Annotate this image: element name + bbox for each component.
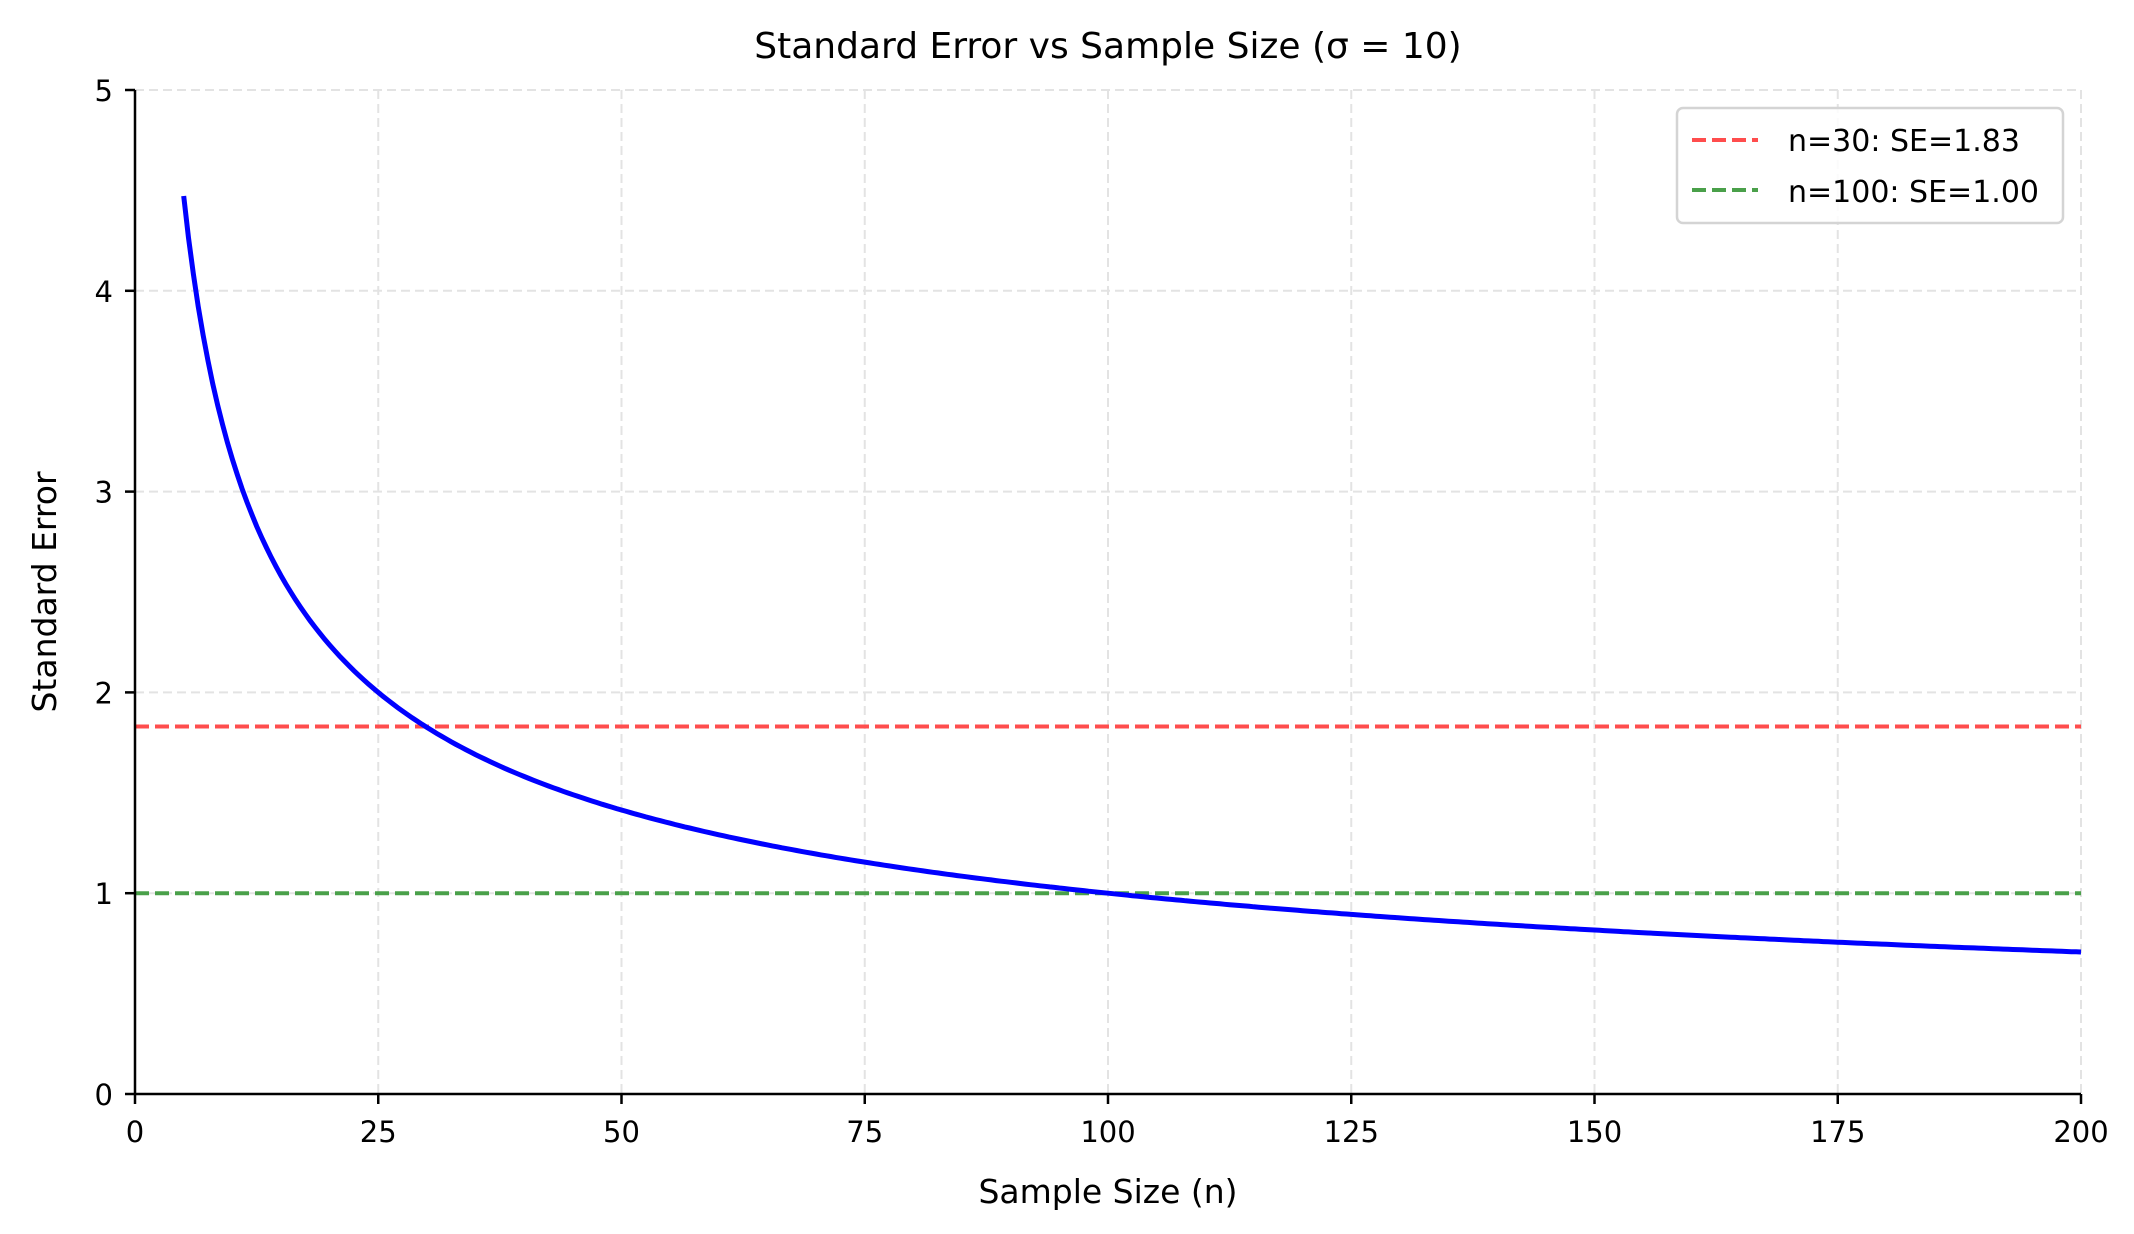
x-tick-label: 25	[360, 1115, 397, 1149]
x-tick-label: 0	[126, 1115, 144, 1149]
x-tick-label: 175	[1810, 1115, 1865, 1149]
y-tick-label: 3	[95, 476, 113, 510]
x-tick-label: 50	[603, 1115, 640, 1149]
x-tick-label: 75	[846, 1115, 883, 1149]
legend: n=30: SE=1.83 n=100: SE=1.00	[1675, 106, 2065, 225]
legend-label-n30: n=30: SE=1.83	[1788, 124, 2020, 159]
x-tick-label: 200	[2053, 1115, 2108, 1149]
x-tick-label: 100	[1080, 1115, 1135, 1149]
y-tick-label: 1	[95, 877, 113, 911]
y-tick-label: 5	[95, 74, 113, 108]
se-curve	[181, 195, 2082, 955]
y-axis-label: Standard Error	[25, 471, 64, 712]
x-axis-label: Sample Size (n)	[978, 1172, 1237, 1211]
ticks: 0 25 50 75 100 125 150 175 200 0 1 2 3 4 5	[95, 74, 2109, 1149]
grid	[134, 89, 2082, 1095]
legend-box	[1675, 106, 2065, 225]
y-tick-label: 2	[95, 676, 113, 710]
x-tick-label: 150	[1567, 1115, 1622, 1149]
chart-title: Standard Error vs Sample Size (σ = 10)	[754, 26, 1461, 67]
legend-label-n100: n=100: SE=1.00	[1788, 175, 2039, 210]
x-tick-label: 125	[1324, 1115, 1379, 1149]
y-tick-label: 0	[95, 1078, 113, 1112]
y-tick-label: 4	[95, 275, 113, 309]
